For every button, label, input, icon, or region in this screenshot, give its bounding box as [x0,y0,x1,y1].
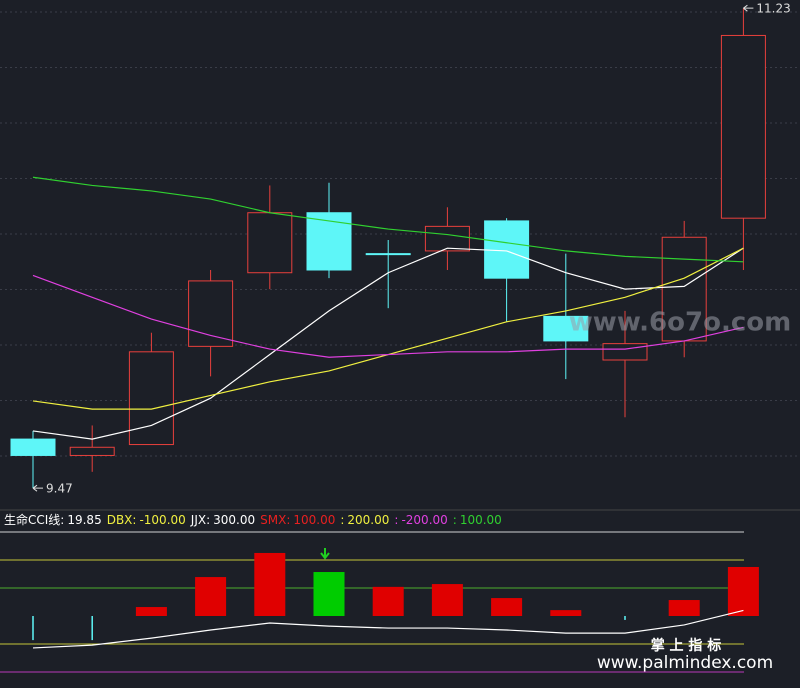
high-label: 11.23 [756,2,790,16]
candle-body [10,438,56,456]
level-name: : [394,513,398,527]
cci-line [32,609,744,649]
candle-body [365,253,411,256]
bar [491,598,523,617]
bar [195,577,227,617]
level-name: : [453,513,457,527]
brand: 掌 上 指 标 [651,637,722,654]
candle-body [188,280,234,347]
bar [668,600,700,617]
candle-body [484,220,530,279]
indicator-value: 19.85 [67,513,101,527]
level-name: DBX: [107,513,137,527]
bar [32,616,34,641]
bar [91,616,93,641]
bar [254,552,286,617]
level-name: SMX: [260,513,290,527]
indicator-header: 生命CCI线: 19.85 DBX: -100.00 JJX: 300.00 SMX: 100… [4,512,502,527]
indicator-name: 生命CCI线: [4,512,64,527]
bar [624,616,626,620]
bar [372,586,404,617]
candle-body [543,315,589,342]
ma-line [32,176,744,263]
signal-arrow [320,548,330,560]
candle-body [69,446,115,456]
candle-body [247,212,293,274]
candle-body [602,343,648,361]
bar [135,607,167,617]
level-label: -100.00 [139,513,185,527]
candle-body [661,236,707,342]
marker-arrow [32,484,43,492]
level-name: : [340,513,344,527]
ma-line [32,274,744,358]
bar [727,566,759,617]
low-label: 9.47 [46,482,73,496]
marker-arrow [743,4,754,12]
bar [313,572,345,617]
level-label: 100.00 [460,513,502,527]
bar [431,584,463,617]
level-label: 300.00 [213,513,255,527]
candle-body [306,212,352,271]
bar [550,610,582,617]
watermark: www.6o7o.com [569,308,791,338]
level-label: 100.00 [293,513,335,527]
level-label: 200.00 [347,513,389,527]
candle-body [424,225,470,252]
ma-line [32,247,744,440]
candle-body [720,34,766,219]
brand-url: www.palmindex.com [597,653,773,673]
level-label: -200.00 [401,513,447,527]
candle-body [128,351,174,446]
level-name: JJX: [190,513,210,527]
